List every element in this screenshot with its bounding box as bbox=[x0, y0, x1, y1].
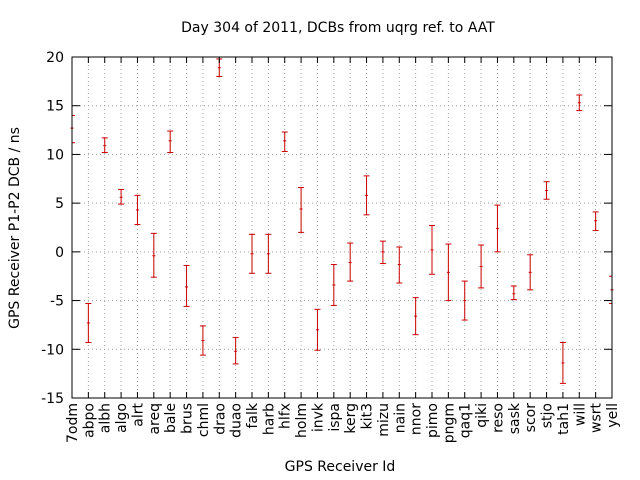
error-bar-albh bbox=[101, 137, 108, 153]
error-bar-sask bbox=[510, 285, 517, 301]
x-tick-label-abpo: abpo bbox=[81, 403, 97, 438]
x-tick-label-albh: albh bbox=[98, 403, 114, 433]
x-tick-label-ispa: ispa bbox=[327, 403, 343, 432]
x-tick-label-will: will bbox=[572, 403, 588, 426]
error-bar-will bbox=[576, 94, 583, 112]
x-tick-labels: 7odm abpo albh algo alrt areq bale brus chml drao… bbox=[65, 402, 621, 443]
y-tick-label: 0 bbox=[55, 245, 64, 261]
y-tick-label: -10 bbox=[41, 342, 64, 358]
x-tick-label-scor: scor bbox=[523, 403, 539, 433]
error-bar-invk bbox=[314, 308, 321, 351]
error-bar-qiki bbox=[478, 244, 485, 289]
error-bar-holm bbox=[298, 187, 305, 233]
x-tick-label-pimo: pimo bbox=[425, 403, 441, 438]
x-tick-label-invk: invk bbox=[310, 402, 326, 432]
x-tick-label-areq: areq bbox=[147, 403, 163, 435]
x-tick-label-7odm: 7odm bbox=[65, 403, 81, 443]
y-tick-label: -15 bbox=[41, 391, 64, 407]
grid-lines bbox=[72, 57, 612, 398]
error-bar-kit3 bbox=[363, 175, 370, 216]
x-tick-label-duao: duao bbox=[229, 403, 245, 438]
error-bar-pngm bbox=[445, 243, 452, 302]
axis-ticks bbox=[71, 56, 613, 399]
x-tick-label-holm: holm bbox=[294, 403, 310, 438]
x-tick-label-pngm: pngm bbox=[441, 403, 457, 443]
x-tick-label-wsrt: wsrt bbox=[589, 403, 605, 434]
y-tick-label: 20 bbox=[46, 50, 64, 66]
error-bar-scor bbox=[527, 254, 534, 291]
error-bar-reso bbox=[494, 204, 501, 253]
error-bar-falk bbox=[249, 233, 255, 274]
x-tick-label-drao: drao bbox=[212, 403, 228, 435]
x-tick-label-harb: harb bbox=[261, 403, 277, 435]
y-tick-label: 15 bbox=[46, 99, 64, 115]
x-tick-label-brus: brus bbox=[180, 403, 196, 434]
error-bar-qaq1 bbox=[461, 280, 468, 321]
error-bar-kerg bbox=[347, 242, 354, 282]
error-bar-mizu bbox=[379, 240, 386, 265]
x-tick-label-mizu: mizu bbox=[376, 403, 392, 437]
error-bar-harb bbox=[265, 233, 272, 274]
error-bar-stjo bbox=[543, 181, 550, 200]
error-bar-hlfx bbox=[281, 131, 288, 153]
x-tick-label-stjo: stjo bbox=[540, 403, 556, 428]
error-bar-pimo bbox=[429, 225, 435, 275]
error-bar-chml bbox=[199, 325, 206, 356]
y-tick-label: 10 bbox=[46, 147, 64, 163]
error-bar-tah1 bbox=[559, 341, 566, 384]
error-bar-abpo bbox=[85, 302, 92, 343]
y-axis-label: GPS Receiver P1-P2 DCB / ns bbox=[7, 127, 23, 329]
x-tick-label-tah1: tah1 bbox=[556, 403, 572, 435]
error-bar-nain bbox=[396, 246, 403, 284]
x-tick-label-hlfx: hlfx bbox=[278, 403, 294, 429]
error-bar-algo bbox=[118, 189, 125, 205]
x-tick-label-sask: sask bbox=[507, 402, 523, 434]
error-bar-areq bbox=[150, 232, 157, 278]
chart-title: Day 304 of 2011, DCBs from uqrg ref. to … bbox=[181, 20, 495, 36]
x-tick-label-kerg: kerg bbox=[343, 403, 359, 434]
error-bar-nnor bbox=[412, 297, 419, 336]
x-tick-label-nain: nain bbox=[392, 403, 408, 433]
x-tick-label-qaq1: qaq1 bbox=[458, 403, 474, 438]
x-tick-label-chml: chml bbox=[196, 403, 212, 437]
error-bar-ispa bbox=[330, 264, 337, 306]
error-bar-brus bbox=[183, 264, 190, 307]
x-tick-label-algo: algo bbox=[114, 403, 130, 433]
error-bar-bale bbox=[167, 130, 174, 153]
x-tick-label-falk: falk bbox=[245, 402, 261, 428]
x-axis-label: GPS Receiver Id bbox=[285, 459, 396, 475]
x-tick-label-bale: bale bbox=[163, 403, 179, 433]
x-tick-label-nnor: nnor bbox=[409, 403, 425, 435]
x-tick-label-yell: yell bbox=[605, 403, 621, 428]
x-tick-label-alrt: alrt bbox=[130, 402, 146, 426]
error-bar-alrt bbox=[134, 194, 141, 226]
y-tick-label: -5 bbox=[50, 294, 64, 310]
plot-border bbox=[71, 56, 613, 399]
y-tick-label: 5 bbox=[55, 196, 64, 212]
x-tick-label-reso: reso bbox=[490, 403, 506, 433]
x-tick-label-kit3: kit3 bbox=[360, 403, 376, 429]
error-bar-duao bbox=[232, 337, 239, 365]
y-tick-labels: -15 -10 -5 0 5 10 15 20 bbox=[41, 50, 64, 407]
x-tick-label-qiki: qiki bbox=[474, 403, 490, 428]
error-bar-wsrt bbox=[592, 211, 599, 231]
